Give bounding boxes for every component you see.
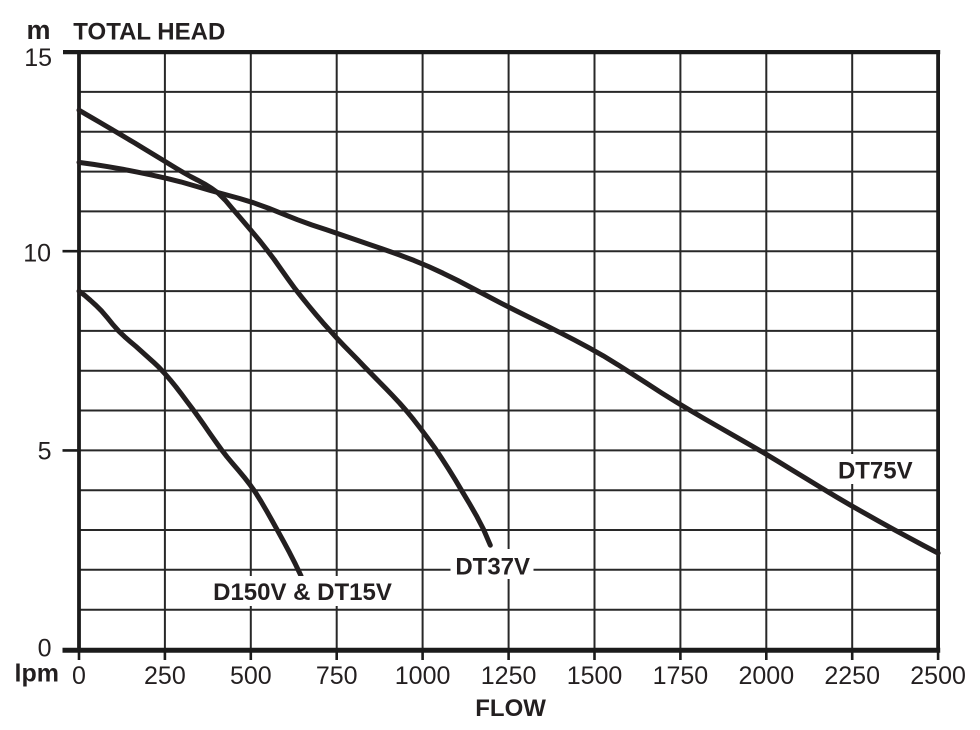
- svg-text:1500: 1500: [567, 662, 623, 690]
- svg-text:D150V & DT15V: D150V & DT15V: [213, 579, 392, 606]
- svg-text:FLOW: FLOW: [475, 695, 546, 722]
- svg-text:lpm: lpm: [15, 660, 59, 688]
- svg-text:0: 0: [72, 662, 86, 690]
- svg-text:250: 250: [144, 662, 186, 690]
- svg-text:2000: 2000: [738, 662, 794, 690]
- svg-text:DT75V: DT75V: [838, 457, 913, 484]
- svg-text:750: 750: [316, 662, 358, 690]
- svg-text:5: 5: [38, 437, 52, 465]
- svg-text:m: m: [27, 15, 51, 45]
- svg-text:2250: 2250: [824, 662, 880, 690]
- svg-text:10: 10: [23, 240, 51, 268]
- svg-text:1750: 1750: [653, 662, 709, 690]
- svg-text:0: 0: [38, 635, 52, 663]
- svg-text:DT37V: DT37V: [455, 553, 530, 580]
- svg-text:15: 15: [24, 44, 52, 72]
- svg-text:1000: 1000: [395, 662, 451, 690]
- svg-text:2500: 2500: [910, 662, 966, 690]
- svg-text:500: 500: [230, 662, 272, 690]
- svg-text:1250: 1250: [481, 662, 537, 690]
- svg-text:TOTAL HEAD: TOTAL HEAD: [73, 19, 225, 46]
